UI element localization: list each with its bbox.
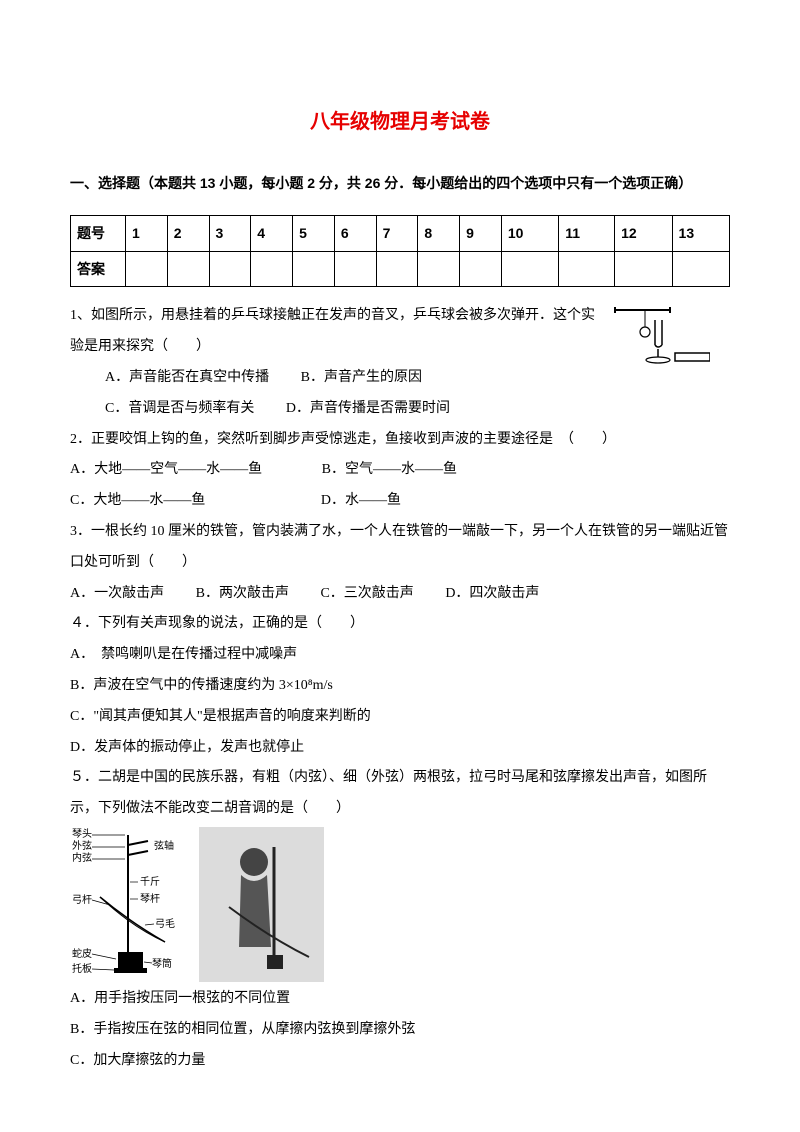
grid-col-10: 10 <box>501 215 558 251</box>
svg-text:蛇皮: 蛇皮 <box>72 947 92 960</box>
svg-text:琴杆: 琴杆 <box>140 893 160 905</box>
grid-col-2: 2 <box>167 215 209 251</box>
q2-opt-d: D．水——鱼 <box>321 493 401 508</box>
q5-stem: ５．二胡是中国的民族乐器，有粗（内弦）、细（外弦）两根弦，拉弓时马尾和弦摩擦发出… <box>70 763 730 825</box>
svg-text:外弦: 外弦 <box>72 839 92 852</box>
q1-opt-b: B．声音产生的原因 <box>301 370 422 385</box>
svg-text:弓毛: 弓毛 <box>155 918 175 930</box>
erhu-photo-icon <box>199 827 324 982</box>
grid-ans-4[interactable] <box>251 251 293 287</box>
grid-ans-1[interactable] <box>126 251 168 287</box>
q3-opt-d: D．四次敲击声 <box>445 586 539 601</box>
q2-stem: 2．正要咬饵上钩的鱼，突然听到脚步声受惊逃走，鱼接收到声波的主要途径是 （ ） <box>70 425 730 456</box>
question-4: ４．下列有关声现象的说法，正确的是（ ） A． 禁鸣喇叭是在传播过程中减噪声 B… <box>70 609 730 763</box>
q4-opt-c: C．"闻其声便知其人"是根据声音的响度来判断的 <box>70 702 730 733</box>
q3-opt-c: C．三次敲击声 <box>320 586 413 601</box>
grid-col-13: 13 <box>672 215 729 251</box>
erhu-diagram-icon: 琴头 外弦 内弦 弓杆 蛇皮 托板 弦轴 千斤 琴杆 弓毛 <box>70 827 195 982</box>
grid-col-8: 8 <box>418 215 460 251</box>
q3-opt-a: A．一次敲击声 <box>70 586 164 601</box>
grid-col-3: 3 <box>209 215 251 251</box>
grid-ans-6[interactable] <box>334 251 376 287</box>
grid-col-5: 5 <box>293 215 335 251</box>
grid-ans-9[interactable] <box>460 251 502 287</box>
q3-stem: 3．一根长约 10 厘米的铁管，管内装满了水，一个人在铁管的一端敲一下，另一个人… <box>70 517 730 579</box>
question-2: 2．正要咬饵上钩的鱼，突然听到脚步声受惊逃走，鱼接收到声波的主要途径是 （ ） … <box>70 425 730 517</box>
grid-ans-12[interactable] <box>615 251 672 287</box>
grid-ans-2[interactable] <box>167 251 209 287</box>
grid-ans-10[interactable] <box>501 251 558 287</box>
q3-opts: A．一次敲击声 B．两次敲击声 C．三次敲击声 D．四次敲击声 <box>70 579 730 610</box>
q1-opt-c: C．音调是否与频率有关 <box>105 401 254 416</box>
svg-text:琴筒: 琴筒 <box>152 957 172 970</box>
svg-text:弓杆: 弓杆 <box>72 894 92 906</box>
grid-answer-row: 答案 <box>71 251 730 287</box>
question-3: 3．一根长约 10 厘米的铁管，管内装满了水，一个人在铁管的一端敲一下，另一个人… <box>70 517 730 609</box>
q2-opt-c: C．大地——水——鱼 <box>70 493 205 508</box>
erhu-figure: 琴头 外弦 内弦 弓杆 蛇皮 托板 弦轴 千斤 琴杆 弓毛 <box>70 827 730 982</box>
q1-opt-d: D．声音传播是否需要时间 <box>286 401 450 416</box>
question-1: 1、如图所示，用悬挂着的乒乓球接触正在发声的音叉，乒乓球会被多次弹开．这个实验是… <box>70 301 730 424</box>
grid-col-11: 11 <box>559 215 615 251</box>
q5-opt-b: B．手指按压在弦的相同位置，从摩擦内弦换到摩擦外弦 <box>70 1015 730 1046</box>
grid-row1-label: 题号 <box>71 215 126 251</box>
section-1-header: 一、选择题（本题共 13 小题，每小题 2 分，共 26 分．每小题给出的四个选… <box>70 168 730 199</box>
grid-col-6: 6 <box>334 215 376 251</box>
svg-text:琴头: 琴头 <box>72 828 92 840</box>
grid-col-12: 12 <box>615 215 672 251</box>
grid-col-4: 4 <box>251 215 293 251</box>
grid-col-7: 7 <box>376 215 418 251</box>
exam-page: 八年级物理月考试卷 一、选择题（本题共 13 小题，每小题 2 分，共 26 分… <box>0 0 800 1116</box>
grid-col-9: 9 <box>460 215 502 251</box>
grid-header-row: 题号 1 2 3 4 5 6 7 8 9 10 11 12 13 <box>71 215 730 251</box>
grid-ans-7[interactable] <box>376 251 418 287</box>
svg-text:弦轴: 弦轴 <box>154 839 174 852</box>
q5-opt-a: A．用手指按压同一根弦的不同位置 <box>70 984 730 1015</box>
q1-opt-a: A．声音能否在真空中传播 <box>105 370 269 385</box>
q3-opt-b: B．两次敲击声 <box>196 586 289 601</box>
q2-row1: A．大地——空气——水——鱼 B．空气——水——鱼 <box>70 455 730 486</box>
q2-row2: C．大地——水——鱼 D．水——鱼 <box>70 486 730 517</box>
exam-title: 八年级物理月考试卷 <box>70 100 730 144</box>
q1-row2: C．音调是否与频率有关 D．声音传播是否需要时间 <box>70 394 730 425</box>
grid-ans-8[interactable] <box>418 251 460 287</box>
svg-text:内弦: 内弦 <box>72 851 92 864</box>
q2-opt-a: A．大地——空气——水——鱼 <box>70 462 262 477</box>
q4-opt-d: D．发声体的振动停止，发声也就停止 <box>70 733 730 764</box>
answer-grid: 题号 1 2 3 4 5 6 7 8 9 10 11 12 13 答案 <box>70 215 730 288</box>
q5-opt-c: C．加大摩擦弦的力量 <box>70 1046 730 1077</box>
grid-row2-label: 答案 <box>71 251 126 287</box>
question-5: ５．二胡是中国的民族乐器，有粗（内弦）、细（外弦）两根弦，拉弓时马尾和弦摩擦发出… <box>70 763 730 1076</box>
q4-opt-a: A． 禁鸣喇叭是在传播过程中减噪声 <box>70 640 730 671</box>
q2-opt-b: B．空气——水——鱼 <box>322 462 457 477</box>
q4-opt-b: B．声波在空气中的传播速度约为 3×10⁸m/s <box>70 671 730 702</box>
q1-row1: A．声音能否在真空中传播 B．声音产生的原因 <box>70 363 730 394</box>
grid-ans-11[interactable] <box>559 251 615 287</box>
tuning-fork-icon <box>610 305 710 365</box>
grid-ans-13[interactable] <box>672 251 729 287</box>
grid-col-1: 1 <box>126 215 168 251</box>
svg-text:托板: 托板 <box>72 962 92 975</box>
grid-ans-5[interactable] <box>293 251 335 287</box>
grid-ans-3[interactable] <box>209 251 251 287</box>
q4-stem: ４．下列有关声现象的说法，正确的是（ ） <box>70 609 730 640</box>
svg-text:千斤: 千斤 <box>140 876 160 888</box>
